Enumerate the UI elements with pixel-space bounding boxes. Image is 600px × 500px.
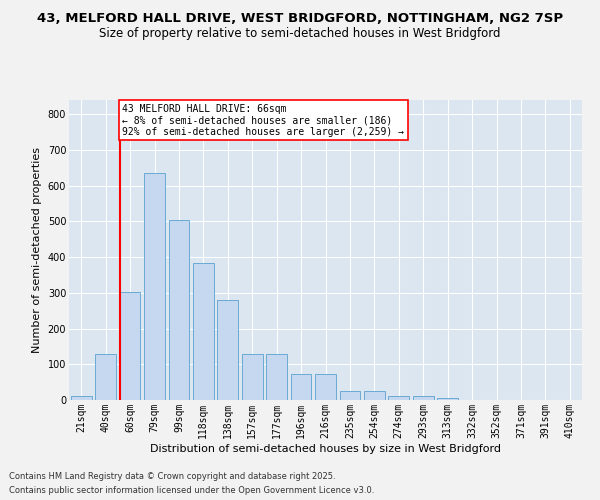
- Bar: [290, 374, 311, 400]
- Bar: [242, 354, 263, 400]
- Y-axis label: Number of semi-detached properties: Number of semi-detached properties: [32, 147, 42, 353]
- Bar: [315, 374, 336, 400]
- Text: 43 MELFORD HALL DRIVE: 66sqm
← 8% of semi-detached houses are smaller (186)
92% : 43 MELFORD HALL DRIVE: 66sqm ← 8% of sem…: [122, 104, 404, 137]
- Bar: [217, 300, 238, 400]
- Bar: [388, 396, 409, 400]
- Bar: [193, 263, 214, 400]
- Bar: [71, 396, 92, 400]
- Bar: [266, 354, 287, 400]
- Bar: [144, 173, 165, 400]
- Bar: [169, 220, 190, 400]
- Text: 43, MELFORD HALL DRIVE, WEST BRIDGFORD, NOTTINGHAM, NG2 7SP: 43, MELFORD HALL DRIVE, WEST BRIDGFORD, …: [37, 12, 563, 26]
- Text: Size of property relative to semi-detached houses in West Bridgford: Size of property relative to semi-detach…: [99, 28, 501, 40]
- Bar: [95, 354, 116, 400]
- Bar: [340, 391, 361, 400]
- Text: Contains public sector information licensed under the Open Government Licence v3: Contains public sector information licen…: [9, 486, 374, 495]
- Bar: [119, 292, 140, 400]
- X-axis label: Distribution of semi-detached houses by size in West Bridgford: Distribution of semi-detached houses by …: [150, 444, 501, 454]
- Bar: [364, 391, 385, 400]
- Bar: [413, 396, 434, 400]
- Text: Contains HM Land Registry data © Crown copyright and database right 2025.: Contains HM Land Registry data © Crown c…: [9, 472, 335, 481]
- Bar: [437, 398, 458, 400]
